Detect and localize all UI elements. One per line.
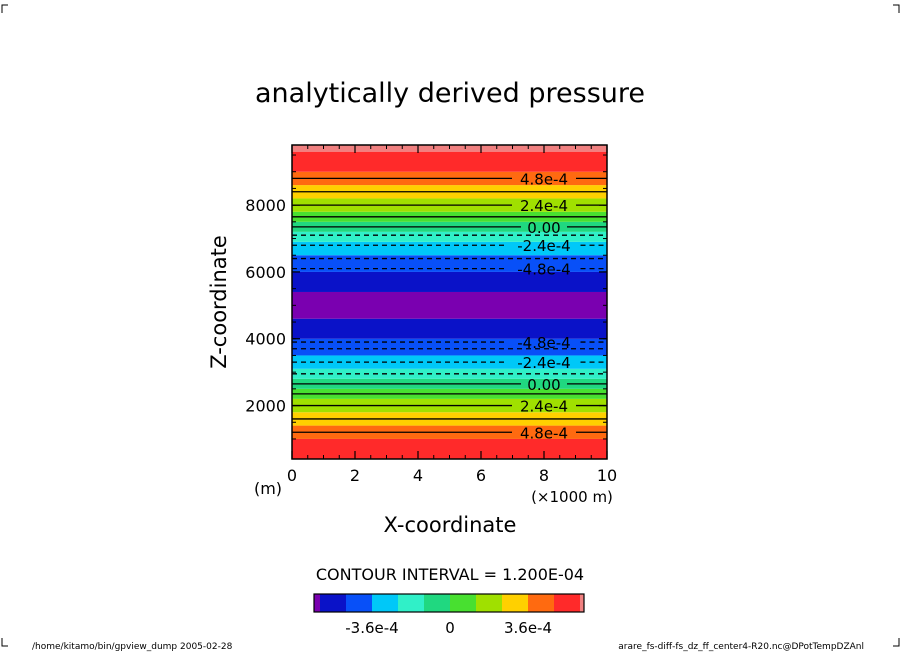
crop-mark-top-left — [1, 4, 8, 13]
colorbar-swatch-2 — [346, 594, 372, 612]
colorbar-tick-labels: -3.6e-4 0 3.6e-4 — [345, 619, 552, 637]
contour-label-4: 0.00 — [527, 376, 560, 394]
colorbar-tick-label-2: 3.6e-4 — [504, 619, 552, 637]
x-unit-right: (×1000 m) — [531, 488, 613, 506]
colorbar-swatch-0 — [314, 594, 320, 612]
colorbar-tick-label-0: -3.6e-4 — [345, 619, 398, 637]
contour-band-0 — [292, 438, 607, 459]
footer-right: arare_fs-diff-fs_dz_ff_center4-R20.nc@DP… — [618, 642, 864, 652]
x-unit-left: (m) — [254, 479, 282, 498]
contour-band-13 — [292, 241, 607, 256]
x-tick-label-1: 2 — [350, 466, 360, 485]
colorbar-swatch-6 — [450, 594, 476, 612]
x-tick-label-5: 10 — [597, 466, 617, 485]
contour-interval: CONTOUR INTERVAL = 1.200E-04 — [316, 565, 584, 584]
contour-label-0: 4.8e-4 — [520, 424, 568, 442]
contour-lines — [292, 177, 607, 433]
contour-label-15: 2.4e-4 — [520, 197, 568, 215]
contour-label-13: 0.00 — [527, 219, 560, 237]
colorbar-swatch-1 — [320, 594, 346, 612]
colorbar-swatch-9 — [528, 594, 554, 612]
contour-band-14 — [292, 231, 607, 242]
footer-left: /home/kitamo/bin/gpview_dump 2005-02-28 — [32, 642, 233, 652]
colorbar-swatch-11 — [580, 594, 584, 612]
contour-label-17: 4.8e-4 — [520, 170, 568, 188]
x-tick-label-3: 6 — [476, 466, 486, 485]
x-tick-labels: 0 2 4 6 8 10 — [287, 466, 617, 485]
colorbar-swatch-10 — [554, 594, 580, 612]
x-axis-label: X-coordinate — [384, 513, 517, 537]
contour-label-2: 2.4e-4 — [520, 398, 568, 416]
crop-mark-top-right — [893, 4, 900, 13]
contour-label-9: -4.8e-4 — [517, 261, 570, 279]
contour-label-6: -2.4e-4 — [517, 354, 570, 372]
colorbar-swatch-3 — [372, 594, 398, 612]
crop-marks — [1, 4, 900, 647]
axis-ticks — [291, 145, 608, 459]
colorbar-swatch-5 — [424, 594, 450, 612]
x-tick-label-2: 4 — [413, 466, 423, 485]
contour-band-8 — [292, 338, 607, 356]
colorbar — [313, 593, 585, 613]
contour-band-10 — [292, 291, 607, 319]
x-tick-label-0: 0 — [287, 466, 297, 485]
x-tick-label-4: 8 — [539, 466, 549, 485]
y-tick-label-2: 6000 — [245, 263, 286, 282]
colorbar-swatch-7 — [476, 594, 502, 612]
chart-title: analytically derived pressure — [255, 78, 645, 109]
y-tick-label-1: 4000 — [245, 330, 286, 349]
colorbar-swatch-8 — [502, 594, 528, 612]
contour-label-8: -4.8e-4 — [517, 334, 570, 352]
y-axis-label: Z-coordinate — [207, 235, 231, 369]
contour-band-9 — [292, 318, 607, 339]
colorbar-swatch-4 — [398, 594, 424, 612]
crop-mark-bottom-right — [893, 638, 900, 647]
contour-band-11 — [292, 271, 607, 292]
contour-band-20 — [292, 151, 607, 172]
contour-band-12 — [292, 255, 607, 272]
y-tick-label-0: 2000 — [245, 397, 286, 416]
y-tick-labels: 2000 4000 6000 8000 — [245, 196, 286, 415]
colorbar-tick-label-1: 0 — [445, 619, 455, 637]
contour-label-11: -2.4e-4 — [517, 237, 570, 255]
crop-mark-bottom-left — [1, 638, 8, 647]
y-tick-label-3: 8000 — [245, 196, 286, 215]
contour-labels: 4.8e-42.4e-40.00-2.4e-4-4.8e-4-4.8e-4-2.… — [517, 170, 570, 442]
plot-area: 4.8e-42.4e-40.00-2.4e-4-4.8e-4-4.8e-4-2.… — [291, 144, 608, 460]
colorbar-frame — [313, 593, 585, 613]
